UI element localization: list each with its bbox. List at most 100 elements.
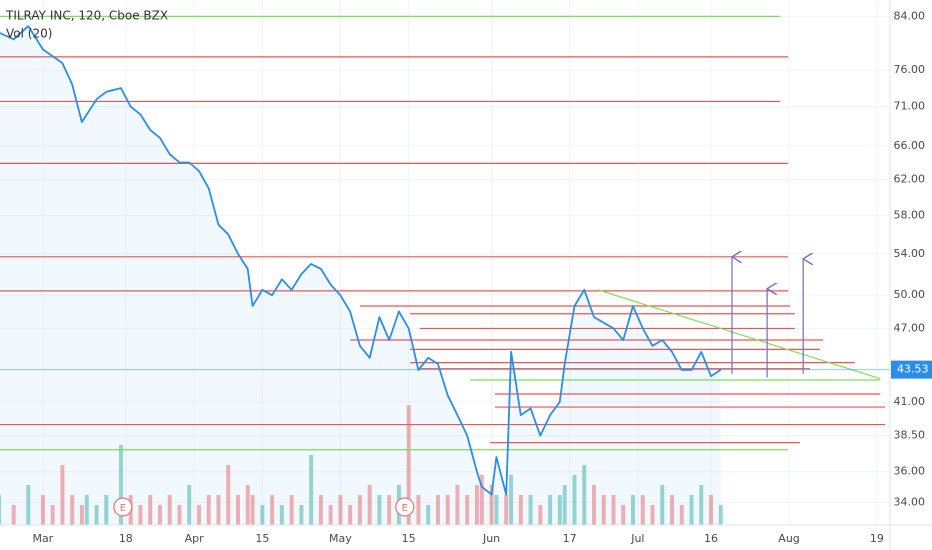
volume-bar (60, 465, 65, 525)
x-tick-label: Mar (33, 532, 54, 545)
y-tick-label: 34.00 (894, 495, 926, 508)
y-tick-label: 47.00 (894, 321, 926, 334)
volume-bar (348, 505, 353, 525)
x-tick-label: Apr (185, 532, 205, 545)
volume-bar (148, 495, 153, 525)
volume-bar (538, 505, 543, 525)
volume-bar (357, 495, 362, 525)
volume-bar (245, 485, 250, 525)
x-tick-label: Jun (482, 532, 500, 545)
volume-bar (416, 495, 421, 525)
volume-bar (582, 465, 587, 525)
volume-bar (187, 485, 192, 525)
volume-bar (699, 485, 704, 525)
x-tick-label: 18 (119, 532, 133, 545)
volume-bar (572, 475, 577, 525)
volume-bar (328, 505, 333, 525)
volume-bar (528, 495, 533, 525)
drawings-layer (0, 15, 886, 451)
volume-bar (479, 475, 484, 525)
y-tick-label: 84.00 (894, 9, 926, 22)
volume-bar (216, 495, 221, 525)
y-tick-label: 54.00 (894, 247, 926, 260)
x-tick-label: 17 (563, 532, 577, 545)
earnings-label: E (402, 503, 408, 514)
volume-bar (0, 495, 2, 525)
volume-bar (367, 485, 372, 525)
y-tick-label: 36.00 (894, 465, 926, 478)
volume-bar (465, 495, 470, 525)
volume-bar (591, 485, 596, 525)
volume-bar (709, 495, 714, 525)
volume-bar (518, 495, 523, 525)
volume-bar (630, 495, 635, 525)
volume-bar (50, 505, 55, 525)
volume-bar (426, 505, 431, 525)
volume-bar (548, 495, 553, 525)
x-tick-label: 16 (704, 532, 718, 545)
volume-bar (557, 495, 562, 525)
price-layer (0, 25, 890, 525)
volume-bar (611, 495, 616, 525)
volume-bar (235, 495, 240, 525)
volume-bar (494, 495, 499, 525)
volume-bar (338, 495, 343, 525)
volume-bar (40, 495, 45, 525)
volume-bar (387, 495, 392, 525)
volume-bar (601, 495, 606, 525)
volume-bar (689, 495, 694, 525)
axes-layer: 34.00 36.00 38.50 41.00 47.00 50.00 54.00 58.00… (33, 9, 932, 545)
volume-bar (718, 505, 723, 525)
y-tick-label: 62.00 (894, 173, 926, 186)
y-tick-label: 66.00 (894, 139, 926, 152)
volume-bar (26, 485, 31, 525)
earnings-label: E (120, 503, 126, 514)
volume-bar (406, 405, 411, 525)
earnings-marker (395, 497, 415, 517)
volume-bar (84, 495, 89, 525)
x-tick-label: Aug (778, 532, 799, 545)
y-tick-label: 41.00 (894, 395, 926, 408)
volume-bar (250, 495, 255, 525)
volume-bar (299, 505, 304, 525)
volume-bar (138, 505, 143, 525)
x-tick-label: 15 (402, 532, 416, 545)
volume-bar (621, 505, 626, 525)
trend-line (597, 289, 881, 380)
volume-layer (0, 405, 723, 525)
x-tick-label: 15 (255, 532, 269, 545)
volume-bar (260, 505, 265, 525)
y-tick-label: 71.00 (894, 100, 926, 113)
volume-bar (455, 485, 460, 525)
y-tick-label: 58.00 (894, 208, 926, 221)
volume-bar (474, 485, 479, 525)
volume-bar (167, 495, 172, 525)
volume-bar (157, 505, 162, 525)
earnings-marker (113, 497, 133, 517)
volume-bar (79, 505, 84, 525)
volume-bar (445, 495, 450, 525)
volume-bar (489, 485, 494, 525)
volume-bar (279, 505, 284, 525)
volume-bar (309, 455, 314, 525)
y-tick-label: 50.00 (894, 288, 926, 301)
last-price-box (891, 360, 932, 379)
price-line (0, 25, 722, 496)
volume-bar (118, 445, 123, 525)
volume-bar (670, 495, 675, 525)
y-tick-label: 76.00 (894, 63, 926, 76)
volume-bar (318, 495, 323, 525)
price-area (0, 26, 721, 525)
volume-bar (196, 505, 201, 525)
chart-title: TILRAY INC, 120, Cboe BZX (5, 9, 168, 23)
volume-bar (289, 495, 294, 525)
volume-bar (509, 475, 514, 525)
y-tick-label: 38.50 (894, 429, 926, 442)
x-tick-label: Jul (630, 532, 644, 545)
volume-bar (70, 495, 75, 525)
volume-bar (104, 495, 109, 525)
volume-bar (377, 495, 382, 525)
grid (0, 0, 890, 525)
